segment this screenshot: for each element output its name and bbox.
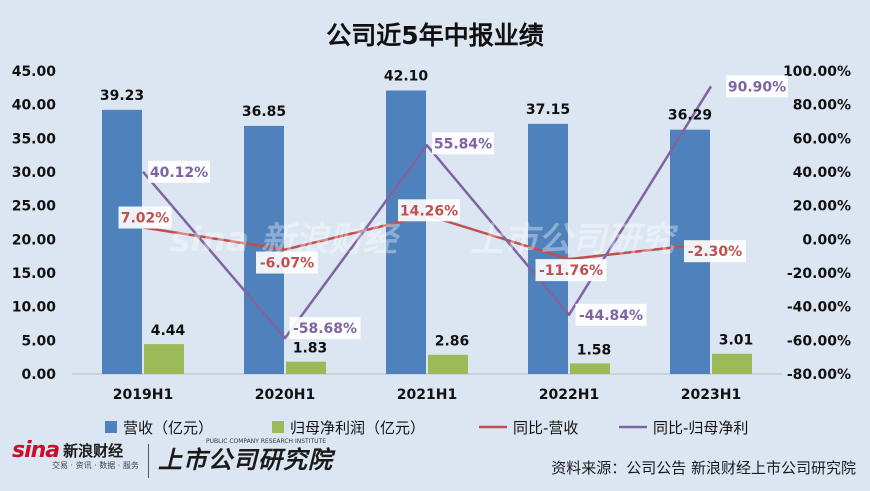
left-axis-tick-label: 15.00	[12, 266, 57, 282]
bars	[102, 90, 752, 375]
right-axis-tick-label: 80.00%	[793, 98, 851, 114]
revenue-bar	[386, 90, 426, 374]
left-axis-tick-label: 35.00	[12, 131, 57, 147]
right-axis-tick-label: -40.00%	[787, 300, 851, 316]
profit-yoy-label-box	[148, 160, 210, 183]
profit-yoy-label: -58.68%	[293, 321, 357, 337]
legend-profit-text: 归母净利润（亿元）	[290, 419, 425, 437]
x-axis-tick-label: 2021H1	[397, 387, 457, 403]
data-labels: 39.23 36.85 42.10 37.15 36.29 4.44 1.83 2.86 1.5…	[100, 69, 788, 358]
profit-bar	[286, 361, 326, 374]
right-axis-tick-label: 20.00%	[793, 199, 851, 215]
profit-yoy-label-box	[289, 317, 361, 340]
legend-profit-swatch	[272, 421, 284, 433]
profit-yoy-label: -44.84%	[579, 308, 643, 324]
revenue-bar-label: 36.29	[668, 108, 712, 124]
revenue-bar-label: 37.15	[526, 102, 570, 118]
profit-yoy-label: 40.12%	[150, 165, 208, 181]
axes: 0.00 5.00 10.00 15.00 20.00 25.00 30.00 35.00 40…	[12, 64, 851, 403]
x-axis-tick-label: 2023H1	[681, 387, 741, 403]
profit-yoy-label-box	[575, 303, 647, 326]
revenue-yoy-label: 7.02%	[121, 211, 170, 227]
revenue-yoy-label-box	[256, 251, 318, 274]
revenue-bar	[244, 125, 284, 374]
right-axis-tick-label: 100.00%	[783, 64, 851, 80]
profit-yoy-label: 90.90%	[728, 79, 786, 95]
left-axis-tick-label: 10.00	[12, 300, 57, 316]
profit-bar-label: 2.86	[435, 334, 470, 350]
legend-revenue-yoy-text: 同比-营收	[513, 419, 578, 437]
footer-divider	[148, 444, 149, 478]
revenue-yoy-label: -11.76%	[539, 263, 603, 279]
right-axis-tick-label: 60.00%	[793, 131, 851, 147]
institute-logo-text: 上市公司研究院	[158, 446, 333, 474]
revenue-yoy-label-box	[398, 199, 460, 222]
right-axis-tick-label: -60.00%	[787, 333, 851, 349]
revenue-bar-label: 39.23	[100, 88, 144, 104]
institute-logo-en: PUBLIC COMPANY RESEARCH INSTITUTE	[206, 438, 326, 445]
profit-bar-label: 1.83	[293, 341, 328, 357]
sina-logo-text: 新浪财经	[63, 442, 124, 460]
legend: 营收（亿元） 归母净利润（亿元） 同比-营收 同比-归母净利	[105, 419, 748, 437]
profit-yoy-label: 55.84%	[434, 136, 492, 152]
profit-bar	[428, 354, 468, 374]
revenue-bar-label: 42.10	[384, 69, 429, 85]
left-axis-tick-label: 0.00	[21, 367, 56, 383]
profit-bar	[570, 363, 610, 374]
revenue-yoy-label-box	[535, 259, 607, 282]
sina-logo: sina 新浪财经 交易 · 资讯 · 数据 · 服务	[12, 438, 139, 470]
legend-revenue-swatch	[105, 421, 117, 433]
profit-yoy-label-box	[726, 75, 788, 98]
chart-title: 公司近5年中报业绩	[326, 21, 543, 50]
right-axis-tick-label: 0.00%	[802, 232, 851, 248]
left-axis-tick-label: 45.00	[12, 64, 57, 80]
left-axis-tick-label: 5.00	[21, 333, 56, 349]
revenue-bar	[102, 109, 142, 375]
x-axis-tick-label: 2022H1	[539, 387, 599, 403]
legend-revenue-text: 营收（亿元）	[123, 419, 213, 437]
sina-logo-sub: 交易 · 资讯 · 数据 · 服务	[52, 461, 139, 470]
left-axis-tick-label: 30.00	[12, 165, 57, 181]
revenue-yoy-label-box	[684, 240, 746, 263]
source-note: 资料来源：公司公告 新浪财经上市公司研究院	[551, 459, 856, 477]
revenue-bar-label: 36.85	[242, 104, 286, 120]
left-axis-tick-label: 20.00	[12, 232, 57, 248]
profit-bar-label: 4.44	[151, 323, 186, 339]
revenue-yoy-label: 14.26%	[400, 203, 458, 219]
left-axis-tick-label: 25.00	[12, 199, 57, 215]
profit-yoy-label-box	[432, 132, 494, 155]
profit-yoy-line	[142, 85, 713, 340]
revenue-yoy-label: -2.30%	[688, 244, 742, 260]
right-axis-tick-label: -80.00%	[787, 367, 851, 383]
profit-bar-label: 1.58	[577, 342, 612, 358]
right-axis-tick-label: 40.00%	[793, 165, 851, 181]
profit-bar	[144, 344, 184, 374]
sina-logo-mark: sina	[12, 438, 60, 463]
left-axis-tick-label: 40.00	[12, 98, 57, 114]
profit-bar	[712, 353, 752, 374]
x-axis-tick-label: 2019H1	[113, 387, 173, 403]
legend-profit-yoy-text: 同比-归母净利	[653, 419, 748, 437]
revenue-yoy-label: -6.07%	[260, 256, 314, 272]
right-axis-tick-label: -20.00%	[787, 266, 851, 282]
profit-bar-label: 3.01	[719, 333, 754, 349]
x-axis-tick-label: 2020H1	[255, 387, 315, 403]
institute-logo: 上市公司研究院 PUBLIC COMPANY RESEARCH INSTITUT…	[158, 438, 333, 475]
revenue-yoy-label-box	[118, 206, 172, 229]
